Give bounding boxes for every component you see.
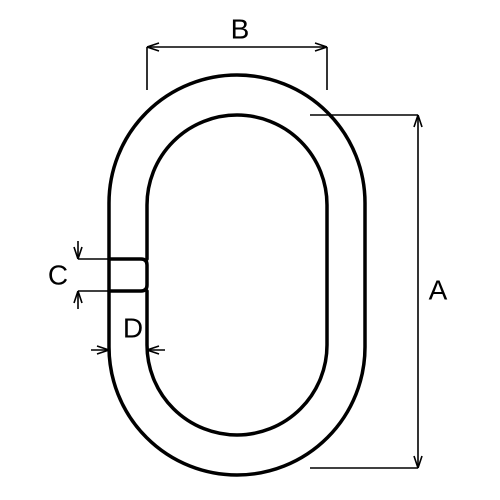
label-b: B xyxy=(231,13,250,44)
label-d: D xyxy=(123,312,143,343)
label-a: A xyxy=(429,274,448,305)
label-c: C xyxy=(48,259,68,290)
ring-dimension-diagram: A B C D xyxy=(0,0,500,500)
nut-outline xyxy=(109,259,147,291)
ring-inner-outline xyxy=(147,115,327,435)
